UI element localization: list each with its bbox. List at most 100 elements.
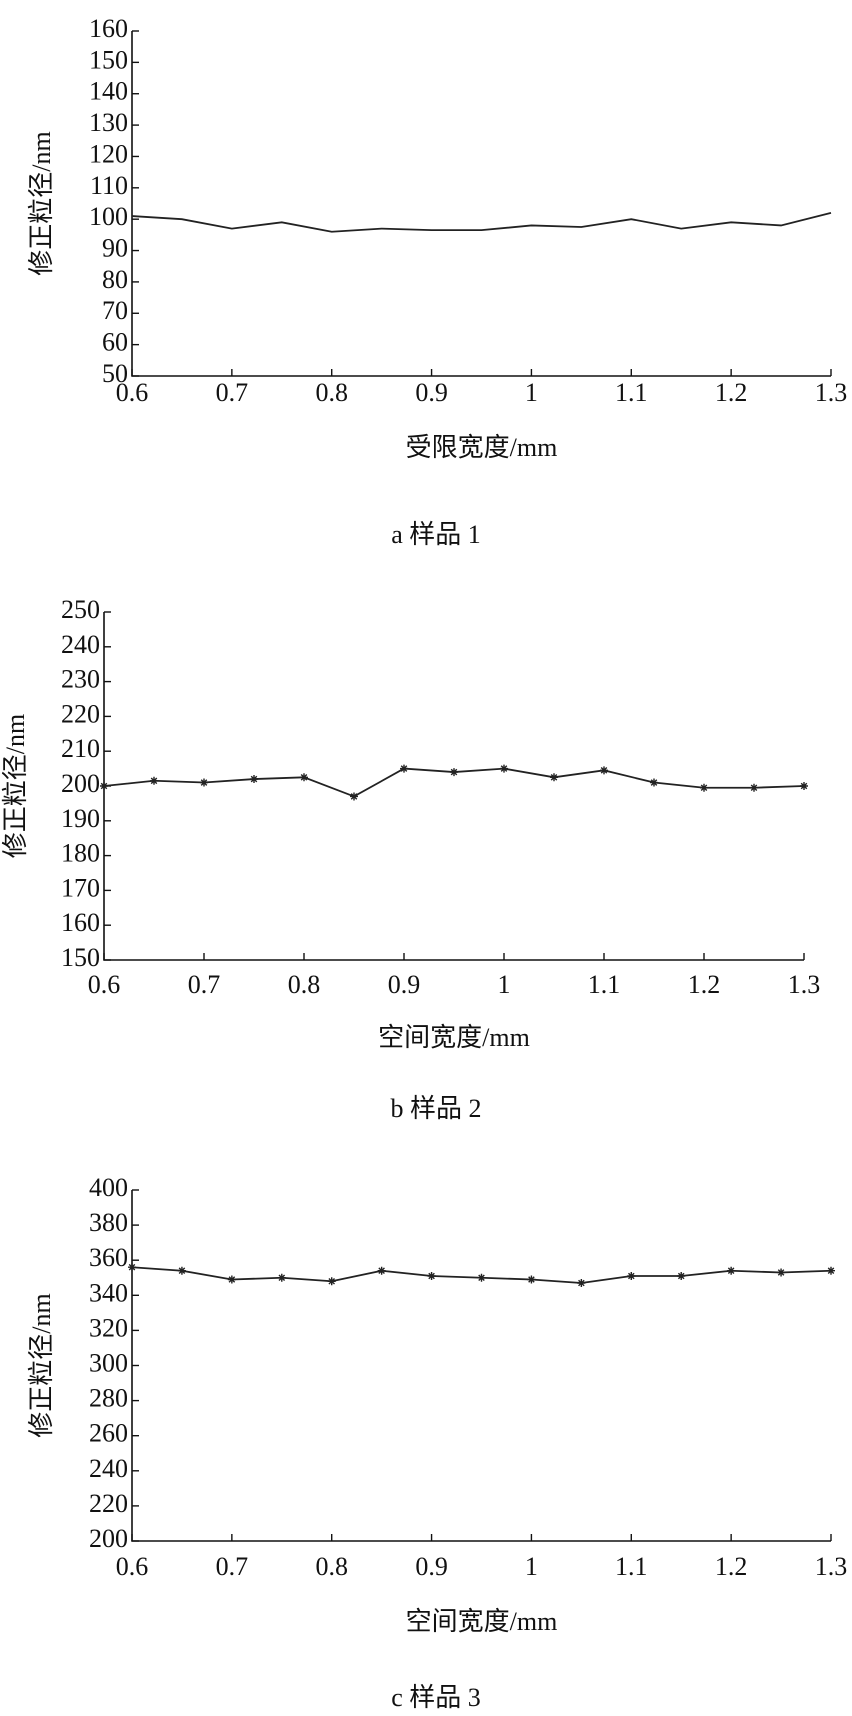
x-tick-label: 0.6 xyxy=(116,378,149,407)
y-tick-label: 80 xyxy=(102,265,128,294)
chart: 200 220 240 260 280 300 320 340 360 380 400 0.6 0.7 0… xyxy=(27,1173,847,1712)
y-tick-label: 130 xyxy=(89,108,128,137)
y-tick-label: 220 xyxy=(61,699,100,728)
y-tick-label: 360 xyxy=(89,1243,128,1272)
y-tick-label: 150 xyxy=(89,45,128,74)
data-marker xyxy=(750,783,758,792)
x-tick-label: 0.6 xyxy=(88,970,121,999)
y-tick-label: 150 xyxy=(61,943,100,972)
x-tick-label: 1.3 xyxy=(815,378,848,407)
x-axis-label: 空间宽度/mm xyxy=(406,1607,558,1636)
data-marker xyxy=(100,782,108,790)
x-tick-label: 0.8 xyxy=(315,1552,348,1581)
data-marker xyxy=(650,778,658,787)
data-marker xyxy=(128,1263,136,1272)
x-tick-label: 0.6 xyxy=(116,1552,149,1581)
x-tick-label: 1.1 xyxy=(588,970,621,999)
x-tick-label: 0.7 xyxy=(216,1552,249,1581)
x-tick-label: 0.9 xyxy=(415,1552,448,1581)
data-marker xyxy=(800,782,808,790)
data-marker xyxy=(577,1279,586,1288)
chart: 150 160 170 180 190 200 210 220 230 240 250 0.6 0.7 0… xyxy=(1,595,820,1123)
x-tick-label: 1.1 xyxy=(615,378,648,407)
data-marker xyxy=(400,764,408,773)
x-tick-label: 0.7 xyxy=(188,970,221,999)
y-tick-label: 230 xyxy=(61,665,100,694)
data-marker xyxy=(827,1266,835,1275)
y-tick-label: 160 xyxy=(61,908,100,937)
y-tick-label: 110 xyxy=(90,171,128,200)
data-marker xyxy=(150,776,158,785)
y-tick-label: 260 xyxy=(89,1419,128,1448)
data-marker xyxy=(350,792,358,801)
data-marker xyxy=(177,1266,186,1275)
x-tick-label: 0.8 xyxy=(315,378,348,407)
data-marker xyxy=(777,1268,786,1277)
y-tick-label: 240 xyxy=(61,630,100,659)
y-tick-label: 280 xyxy=(89,1384,128,1413)
y-tick-label: 190 xyxy=(61,804,100,833)
data-marker xyxy=(627,1271,636,1280)
x-tick-label: 0.8 xyxy=(288,970,321,999)
y-tick-label: 240 xyxy=(89,1454,128,1483)
y-tick-label: 170 xyxy=(61,873,100,902)
x-tick-label: 1.2 xyxy=(688,970,721,999)
caption: b 样品 2 xyxy=(390,1094,481,1123)
y-axis-label: 修正粒径/nm xyxy=(1,714,30,858)
data-marker xyxy=(200,778,208,787)
x-axis-label: 空间宽度/mm xyxy=(378,1023,530,1052)
y-tick-label: 160 xyxy=(89,14,128,43)
axes xyxy=(103,612,804,961)
y-tick-label: 400 xyxy=(89,1173,128,1202)
y-tick-label: 200 xyxy=(61,769,100,798)
x-tick-label: 0.7 xyxy=(216,378,249,407)
y-tick-label: 140 xyxy=(89,77,128,106)
data-marker xyxy=(727,1266,736,1275)
axes xyxy=(131,31,831,377)
data-marker xyxy=(477,1273,486,1282)
data-line xyxy=(131,212,832,233)
y-tick-label: 380 xyxy=(89,1208,128,1237)
caption: a 样品 1 xyxy=(391,520,481,549)
data-marker xyxy=(227,1275,236,1284)
x-tick-label: 0.9 xyxy=(415,378,448,407)
y-tick-label: 210 xyxy=(61,734,100,763)
data-marker xyxy=(250,775,258,784)
data-marker xyxy=(277,1273,286,1282)
data-marker xyxy=(677,1271,686,1280)
y-tick-label: 50 xyxy=(102,359,128,388)
y-tick-label: 100 xyxy=(89,202,128,231)
caption: c 样品 3 xyxy=(391,1683,481,1712)
data-marker xyxy=(300,773,308,782)
y-tick-label: 180 xyxy=(61,839,100,868)
y-tick-label: 200 xyxy=(89,1524,128,1553)
y-tick-label: 320 xyxy=(89,1313,128,1342)
data-marker xyxy=(500,764,508,773)
data-marker xyxy=(600,766,608,775)
data-marker xyxy=(427,1271,436,1280)
data-marker xyxy=(550,773,558,782)
y-tick-label: 250 xyxy=(61,595,100,624)
data-marker xyxy=(700,783,708,792)
x-tick-label: 1.1 xyxy=(615,1552,648,1581)
axes xyxy=(131,1190,831,1542)
data-marker xyxy=(450,768,458,777)
x-tick-label: 1 xyxy=(525,378,538,407)
y-tick-label: 300 xyxy=(89,1348,128,1377)
x-tick-label: 1.2 xyxy=(715,1552,748,1581)
data-marker xyxy=(527,1275,536,1284)
x-tick-label: 1 xyxy=(498,970,511,999)
y-tick-label: 220 xyxy=(89,1489,128,1518)
y-tick-label: 340 xyxy=(89,1278,128,1307)
x-tick-label: 0.9 xyxy=(388,970,421,999)
y-tick-label: 90 xyxy=(102,234,128,263)
data-marker xyxy=(377,1266,386,1275)
y-axis-label: 修正粒径/nm xyxy=(27,131,56,275)
y-tick-label: 120 xyxy=(89,139,128,168)
x-tick-label: 1 xyxy=(525,1552,538,1581)
data-marker xyxy=(327,1277,336,1286)
y-axis-label: 修正粒径/nm xyxy=(27,1293,56,1437)
